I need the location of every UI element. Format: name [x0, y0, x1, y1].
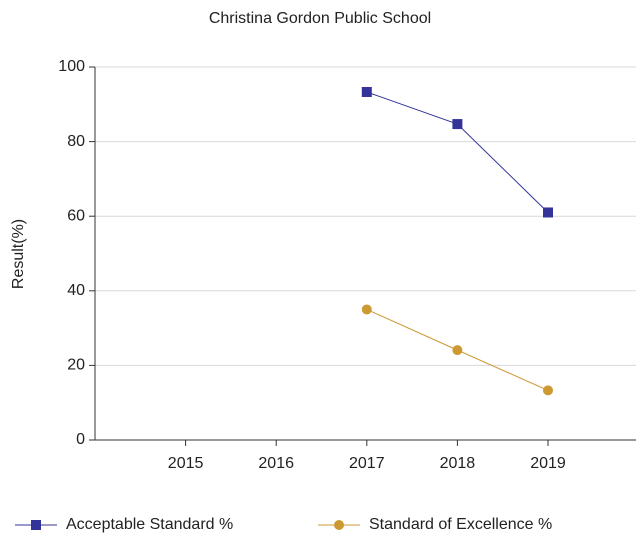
y-tick-label: 100	[58, 58, 85, 75]
y-axis-label: Result(%)	[10, 219, 27, 289]
legend-marker	[31, 520, 41, 530]
x-tick-label: 2016	[258, 455, 294, 472]
y-tick-label: 40	[67, 282, 85, 299]
series-line	[366, 91, 549, 213]
x-tick-label: 2019	[530, 455, 566, 472]
data-point	[361, 304, 372, 315]
legend-marker	[334, 520, 344, 530]
y-tick-label: 60	[67, 207, 85, 224]
legend-label: Acceptable Standard %	[66, 516, 233, 533]
data-point	[452, 119, 463, 130]
chart-title: Christina Gordon Public School	[209, 10, 431, 27]
data-point	[543, 207, 553, 218]
x-tick-label: 2018	[440, 455, 476, 472]
data-point	[361, 86, 372, 97]
y-tick-label: 0	[76, 431, 85, 448]
legend-label: Standard of Excellence %	[369, 516, 552, 533]
data-point	[543, 385, 553, 396]
data-point	[452, 345, 463, 356]
x-tick-label: 2017	[349, 455, 385, 472]
y-tick-label: 80	[67, 133, 85, 150]
x-tick-label: 2015	[168, 455, 204, 472]
y-tick-label: 20	[67, 357, 85, 374]
